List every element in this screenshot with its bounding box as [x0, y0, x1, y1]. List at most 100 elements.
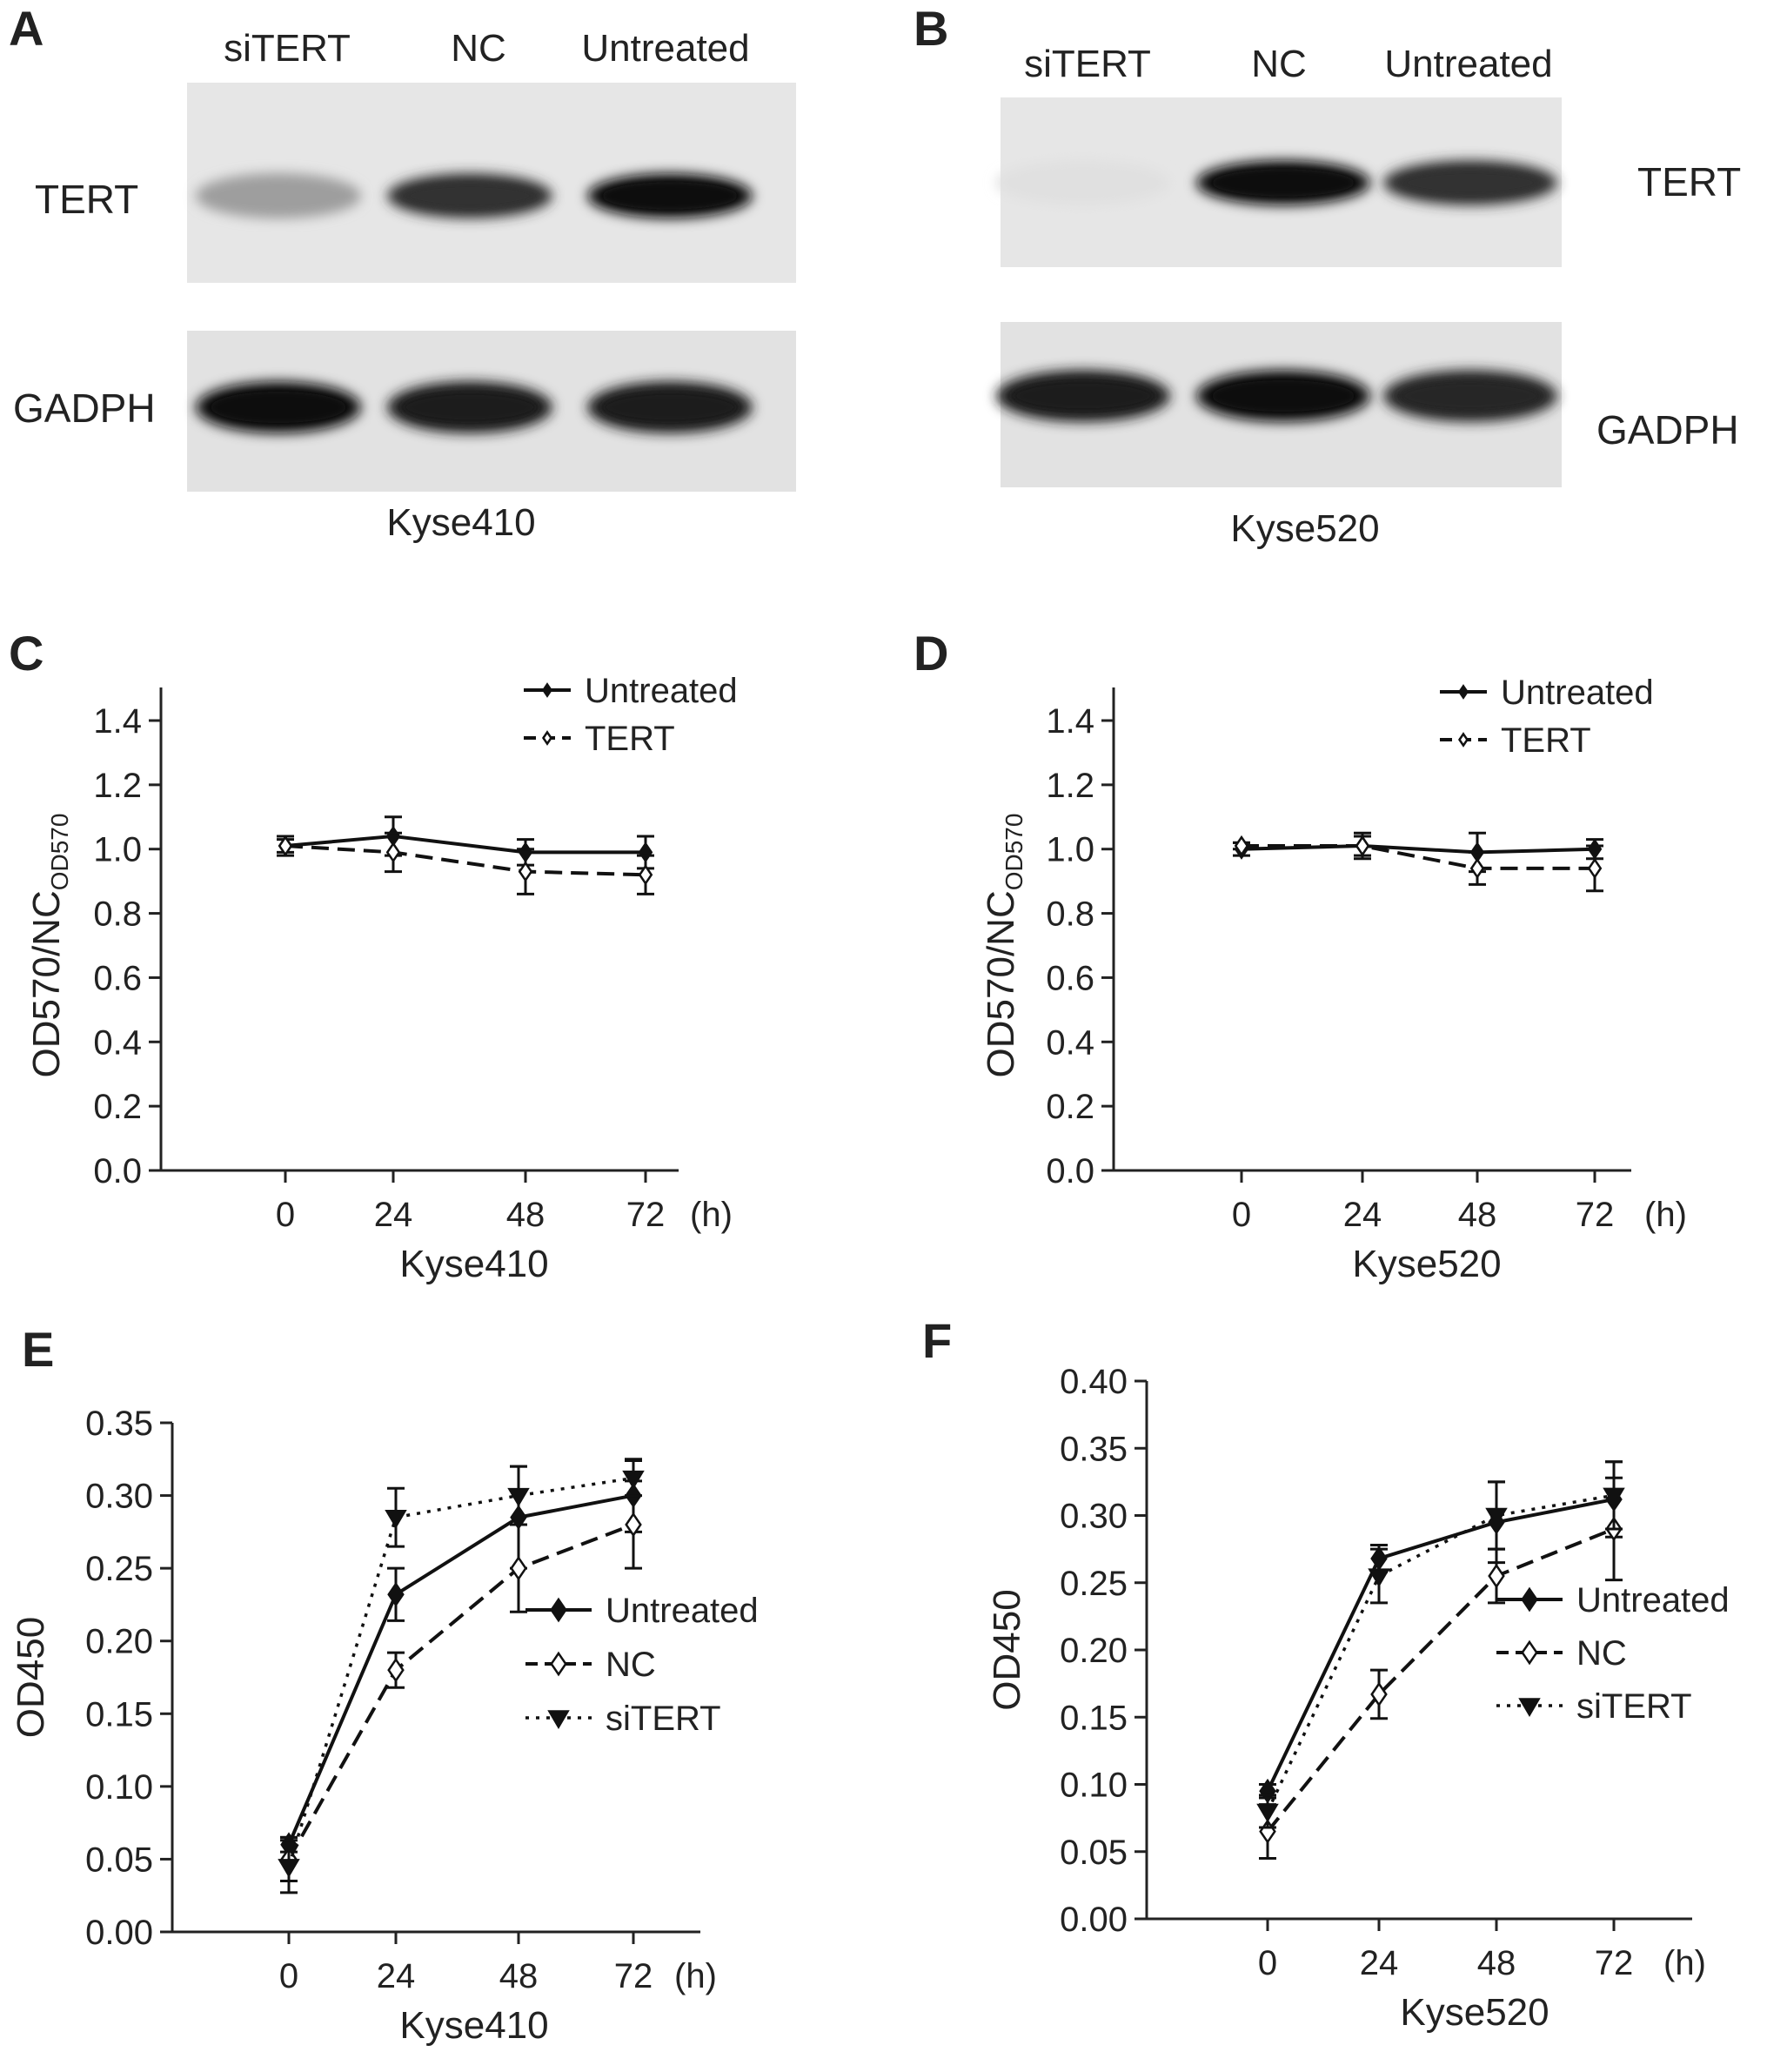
- blot-band-core: [602, 182, 738, 210]
- y-tick-label: 0.15: [1060, 1699, 1128, 1737]
- y-tick-label: 1.0: [93, 831, 142, 869]
- y-tick-label: 0.40: [1060, 1363, 1128, 1401]
- lane-label-untreated: Untreated: [1384, 43, 1552, 85]
- y-tick-label: 0.25: [85, 1550, 153, 1588]
- data-point-sitert: [622, 1470, 645, 1490]
- band-label-gadph: GADPH: [13, 386, 156, 431]
- x-tick-label: 72: [614, 1957, 653, 1995]
- y-axis-title-subscript: OD570: [46, 814, 73, 891]
- series-line-untreated: [287, 1493, 634, 1846]
- series-line-tert: [284, 844, 646, 877]
- legend-label: TERT: [585, 720, 675, 758]
- data-point-sitert: [278, 1859, 300, 1878]
- y-axis-title-main: OD450: [10, 1617, 52, 1738]
- y-tick-label: 0.00: [85, 1914, 153, 1952]
- cell-line-label: Kyse520: [1230, 507, 1379, 550]
- x-unit-label: (h): [690, 1196, 733, 1234]
- legend-entry-untreated: Untreated: [524, 672, 738, 710]
- legend-label: Untreated: [606, 1592, 759, 1630]
- series-tert: [277, 831, 654, 895]
- series-line-nc: [287, 1523, 634, 1861]
- y-tick-label: 0.35: [85, 1405, 153, 1443]
- series-line-nc: [1266, 1527, 1615, 1833]
- legend-entry-untreated: Untreated: [525, 1592, 759, 1630]
- data-point-sitert: [1256, 1803, 1279, 1823]
- x-axis-title: Kyse410: [399, 1243, 548, 1285]
- data-point-tert: [1469, 857, 1485, 879]
- blot-band-core: [1012, 380, 1155, 412]
- chart-e: 0.00 0.05 0.10 0.15 0.20 0.25 0.30 0.35 0 24 48 72 (…: [10, 1405, 759, 2047]
- y-tick-label: 0.05: [1060, 1834, 1128, 1872]
- x-unit-label: (h): [674, 1957, 717, 1995]
- legend-marker: [1457, 732, 1469, 748]
- blot-band-core: [211, 392, 346, 423]
- y-axis-title-subscript: OD570: [1001, 814, 1027, 891]
- data-point-sitert: [385, 1509, 407, 1529]
- chart-c: 0.0 0.2 0.4 0.6 0.8 1.0 1.2 1.4 0 24 48 72 (h) Kyse41…: [25, 672, 738, 1285]
- panel-c-letter: C: [9, 626, 44, 681]
- legend-label: Untreated: [585, 672, 738, 710]
- blot-band-tert-sitert: [996, 160, 1170, 205]
- legend-marker: [550, 1597, 567, 1623]
- panel-a-letter: A: [9, 1, 44, 56]
- series-line-sitert: [287, 1476, 634, 1867]
- series-untreated: [280, 1458, 642, 1858]
- legend-marker: [547, 1710, 570, 1729]
- chart-f: 0.00 0.05 0.10 0.15 0.20 0.25 0.30 0.35 0.40 0 24 4…: [986, 1363, 1730, 2034]
- x-tick-label: 24: [377, 1957, 416, 1995]
- legend-entry-sitert: siTERT: [1496, 1687, 1692, 1726]
- data-point-tert: [278, 835, 293, 857]
- x-tick-label: 0: [1232, 1196, 1251, 1234]
- x-axis-title: Kyse520: [1400, 1991, 1549, 2034]
- x-axis-title: Kyse410: [399, 2004, 548, 2047]
- y-axis-title-main: OD450: [986, 1589, 1028, 1710]
- blot-bands-a: [196, 173, 753, 433]
- data-point-tert: [1587, 857, 1603, 879]
- series-untreated: [277, 815, 654, 870]
- series-nc: [280, 1479, 642, 1882]
- x-tick-label: 0: [1258, 1944, 1277, 1982]
- x-tick-label: 24: [1343, 1196, 1382, 1234]
- data-point-tert: [385, 842, 401, 863]
- y-tick-label: 0.8: [93, 895, 142, 934]
- legend-label: NC: [606, 1646, 656, 1684]
- y-tick-label: 0.35: [1060, 1430, 1128, 1468]
- band-label-tert: TERT: [1637, 159, 1741, 205]
- legend-entry-tert: TERT: [524, 720, 675, 758]
- x-unit-label: (h): [1663, 1944, 1706, 1982]
- data-point-untreated: [387, 1581, 405, 1607]
- legend-marker: [541, 682, 553, 698]
- panel-b-letter: B: [914, 1, 948, 56]
- lane-label-sitert: siTERT: [224, 27, 351, 70]
- legend-marker: [1521, 1639, 1538, 1666]
- lane-label-untreated: Untreated: [581, 27, 749, 70]
- series-untreated: [1233, 831, 1603, 874]
- y-tick-label: 1.2: [93, 767, 142, 805]
- panel-e-letter: E: [22, 1322, 54, 1377]
- y-tick-label: 1.2: [1046, 767, 1094, 805]
- legend-marker: [1521, 1586, 1538, 1613]
- legend-label: siTERT: [606, 1700, 721, 1738]
- series-line-untreated: [284, 834, 646, 855]
- x-tick-label: 72: [626, 1196, 666, 1234]
- legend-entry-sitert: siTERT: [525, 1700, 721, 1738]
- band-label-tert: TERT: [35, 177, 138, 222]
- y-tick-label: 0.10: [85, 1768, 153, 1807]
- y-tick-label: 0.6: [1046, 959, 1094, 997]
- x-tick-label: 72: [1576, 1196, 1615, 1234]
- legend-entry-untreated: Untreated: [1440, 674, 1654, 712]
- y-tick-label: 0.25: [1060, 1565, 1128, 1603]
- x-tick-label: 72: [1595, 1944, 1634, 1982]
- panel-d-letter: D: [914, 626, 948, 681]
- data-point-tert: [1234, 835, 1249, 857]
- blot-bands-b: [996, 160, 1557, 422]
- legend-marker: [541, 730, 553, 746]
- x-tick-label: 24: [374, 1196, 413, 1234]
- y-tick-label: 0.20: [1060, 1632, 1128, 1670]
- y-tick-label: 0.05: [85, 1841, 153, 1879]
- data-point-nc: [1370, 1681, 1388, 1707]
- legend-entry-nc: NC: [1496, 1634, 1627, 1673]
- y-axis-title-main: OD570/NC: [25, 890, 68, 1077]
- blot-band-core: [1212, 380, 1355, 412]
